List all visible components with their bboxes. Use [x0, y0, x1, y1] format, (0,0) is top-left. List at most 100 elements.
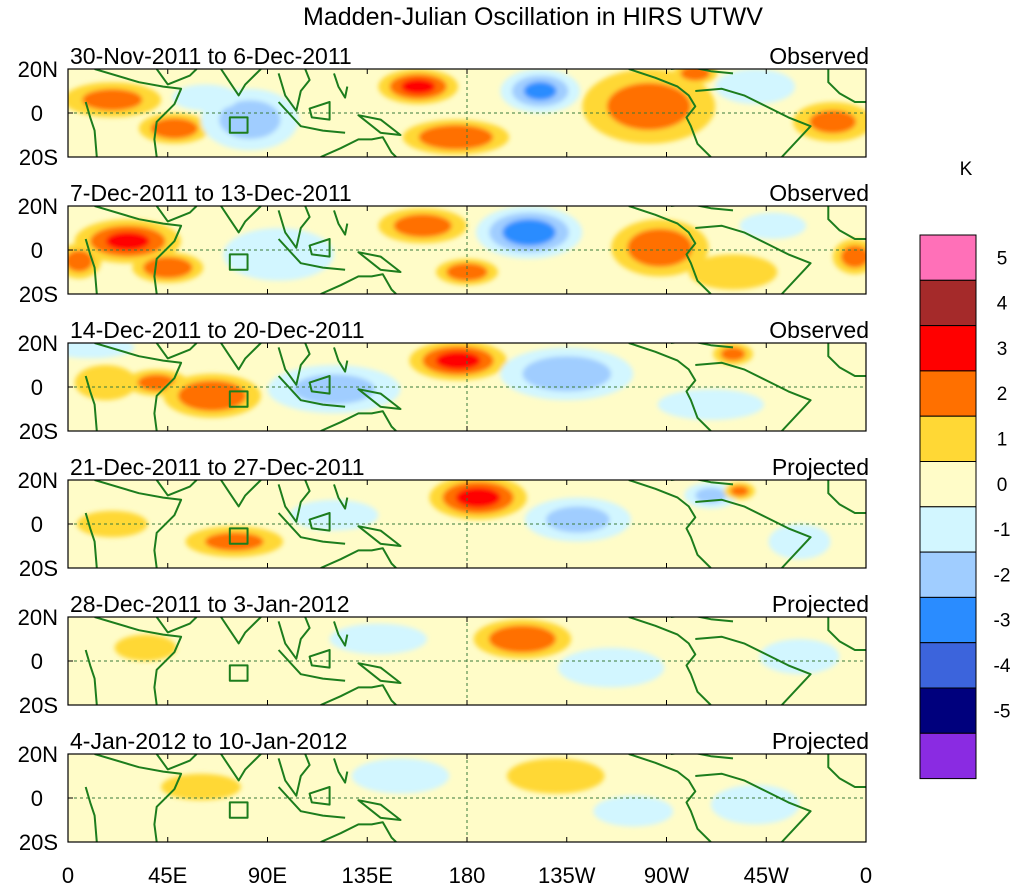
y-tick-label: 20S: [19, 556, 58, 581]
panel-status-label: Observed: [769, 43, 869, 69]
anomaly-contour: [114, 634, 177, 661]
anomaly-contour: [809, 110, 857, 134]
colorbar-swatch: [919, 642, 977, 689]
y-tick-label: 0: [31, 649, 43, 674]
reference-box: [228, 527, 249, 545]
x-tick-label: 90E: [248, 863, 287, 887]
reference-box: [228, 664, 249, 682]
colorbar-label: -2: [994, 565, 1011, 586]
anomaly-contour: [223, 228, 334, 281]
x-tick-label: 135E: [342, 863, 393, 887]
anomaly-contour: [455, 487, 501, 508]
map-panel: 20N 0 20S 30-Nov-2011 to 6-Dec-2011 Observed: [18, 43, 869, 170]
panel-status-label: Projected: [772, 591, 869, 617]
anomaly-contour: [351, 758, 450, 794]
panel-status-label: Projected: [772, 454, 869, 480]
x-tick-label: 180: [449, 863, 486, 887]
map-panel: 20N 0 20S 28-Dec-2011 to 3-Jan-2012 Projecte…: [18, 591, 869, 718]
reference-box: [228, 390, 249, 408]
anomaly-contour: [522, 356, 612, 392]
panel-period-label: 21-Dec-2011 to 27-Dec-2011: [70, 454, 365, 480]
colorbar-swatch: [919, 415, 977, 463]
colorbar-label: 5: [997, 248, 1008, 269]
anomaly-contour: [329, 623, 428, 655]
anomaly-contour: [715, 69, 796, 105]
anomaly-contour: [68, 343, 135, 359]
x-tick-label: 90W: [644, 863, 689, 887]
x-axis: 0 45E 90E 135E 180 135W 90W 45W 0: [62, 863, 872, 887]
anomaly-contour: [627, 228, 693, 267]
colorbar-label: 2: [997, 384, 1008, 405]
colorbar-swatch: [919, 279, 977, 327]
map-panel: 20N 0 20S 7-Dec-2011 to 13-Dec-2011 Observed: [18, 180, 869, 307]
panel-period-label: 14-Dec-2011 to 20-Dec-2011: [70, 317, 365, 343]
colorbar-label: 4: [997, 294, 1008, 315]
anomaly-contour: [418, 124, 493, 150]
colorbar-swatch: [919, 234, 977, 281]
y-tick-label: 20N: [18, 605, 58, 630]
colorbar: 5 4 3 2 1 0 -1 -2 -3 -4 -5: [919, 234, 1011, 780]
panel-period-label: 4-Jan-2012 to 10-Jan-2012: [70, 728, 347, 754]
anomaly-contour: [523, 81, 557, 101]
map-panels: 20N 0 20S 30-Nov-2011 to 6-Dec-2011 Observed…: [18, 43, 869, 855]
x-tick-label: 45W: [744, 863, 789, 887]
anomaly-contour: [143, 256, 193, 279]
anomaly-contour: [205, 532, 264, 551]
y-tick-label: 20S: [19, 419, 58, 444]
y-tick-label: 0: [31, 101, 43, 126]
colorbar-swatch: [919, 325, 977, 372]
anomaly-contour: [172, 84, 239, 111]
anomaly-contour: [435, 351, 481, 370]
panel-status-label: Projected: [772, 728, 869, 754]
colorbar-swatch: [919, 551, 977, 598]
y-tick-label: 20N: [18, 331, 58, 356]
anomaly-contour: [606, 82, 691, 130]
x-tick-label: 0: [62, 863, 74, 887]
anomaly-contour: [150, 118, 198, 139]
anomaly-contour: [393, 214, 452, 238]
anomaly-contour: [68, 250, 93, 272]
anomaly-contour: [219, 100, 281, 139]
anomaly-contour: [657, 389, 764, 420]
colorbar-label: 3: [997, 339, 1008, 360]
colorbar-units-label: K: [960, 159, 973, 180]
coastline: [84, 206, 866, 294]
coastline: [84, 69, 866, 157]
map-panel: 20N 0 20S 4-Jan-2012 to 10-Jan-2012 Projecte…: [18, 728, 869, 855]
anomaly-contour: [161, 773, 241, 801]
colorbar-label: 0: [997, 475, 1008, 496]
y-tick-label: 20N: [18, 57, 58, 82]
y-tick-label: 0: [31, 238, 43, 263]
anomaly-contour: [759, 639, 840, 675]
map-panel: 20N 0 20S 21-Dec-2011 to 27-Dec-2011 Project…: [18, 454, 869, 581]
colorbar-swatch: [919, 687, 977, 734]
anomaly-contour: [545, 506, 610, 533]
panel-period-label: 28-Dec-2011 to 3-Jan-2012: [70, 591, 350, 617]
anomaly-contour: [730, 485, 749, 497]
y-tick-label: 20S: [19, 830, 58, 855]
y-tick-label: 0: [31, 512, 43, 537]
colorbar-label: -4: [994, 656, 1011, 677]
y-tick-label: 20N: [18, 194, 58, 219]
x-tick-label: 135W: [538, 863, 596, 887]
x-tick-label: 45E: [148, 863, 187, 887]
anomaly-contour: [557, 647, 665, 688]
anomaly-contour: [105, 232, 150, 251]
anomaly-contour: [289, 499, 379, 531]
y-tick-label: 0: [31, 375, 43, 400]
y-tick-label: 20S: [19, 145, 58, 170]
anomaly-contour: [710, 784, 800, 825]
colorbar-swatch: [919, 370, 977, 417]
anomaly-contour: [680, 69, 711, 81]
y-tick-label: 0: [31, 786, 43, 811]
x-tick-label: 0: [860, 863, 872, 887]
anomaly-contour: [401, 79, 436, 95]
coastline: [84, 754, 866, 842]
colorbar-swatch: [919, 461, 977, 508]
panel-period-label: 30-Nov-2011 to 6-Dec-2011: [70, 43, 352, 69]
figure-title: Madden-Julian Oscillation in HIRS UTWV: [303, 3, 763, 31]
reference-box: [228, 116, 249, 134]
anomaly-contour: [82, 89, 143, 111]
panel-period-label: 7-Dec-2011 to 13-Dec-2011: [70, 180, 352, 206]
